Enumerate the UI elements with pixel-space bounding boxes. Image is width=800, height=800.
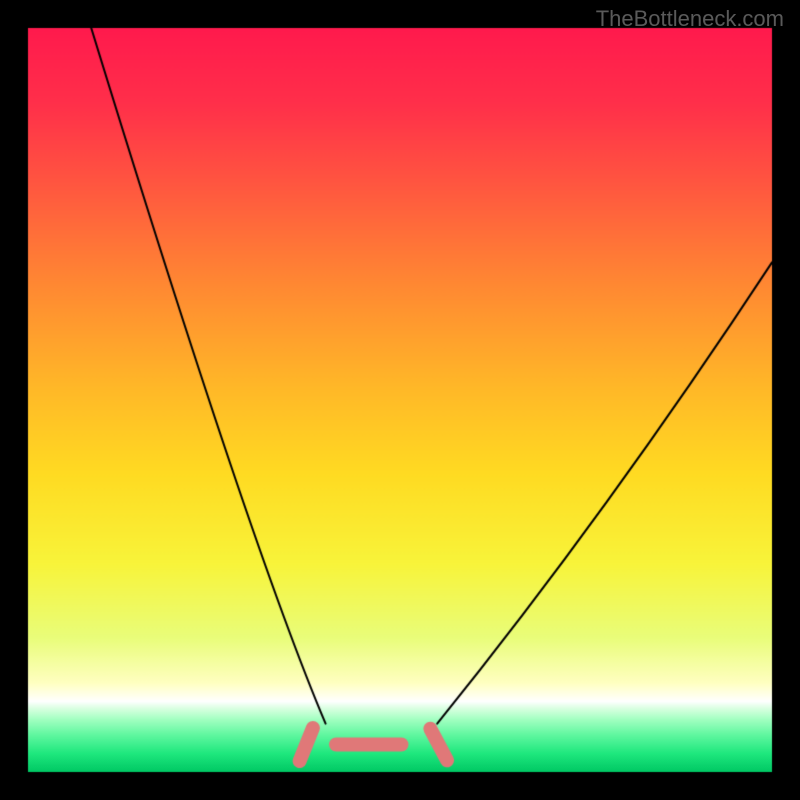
watermark-text: TheBottleneck.com <box>596 6 784 32</box>
bottleneck-curve-chart <box>0 0 800 800</box>
